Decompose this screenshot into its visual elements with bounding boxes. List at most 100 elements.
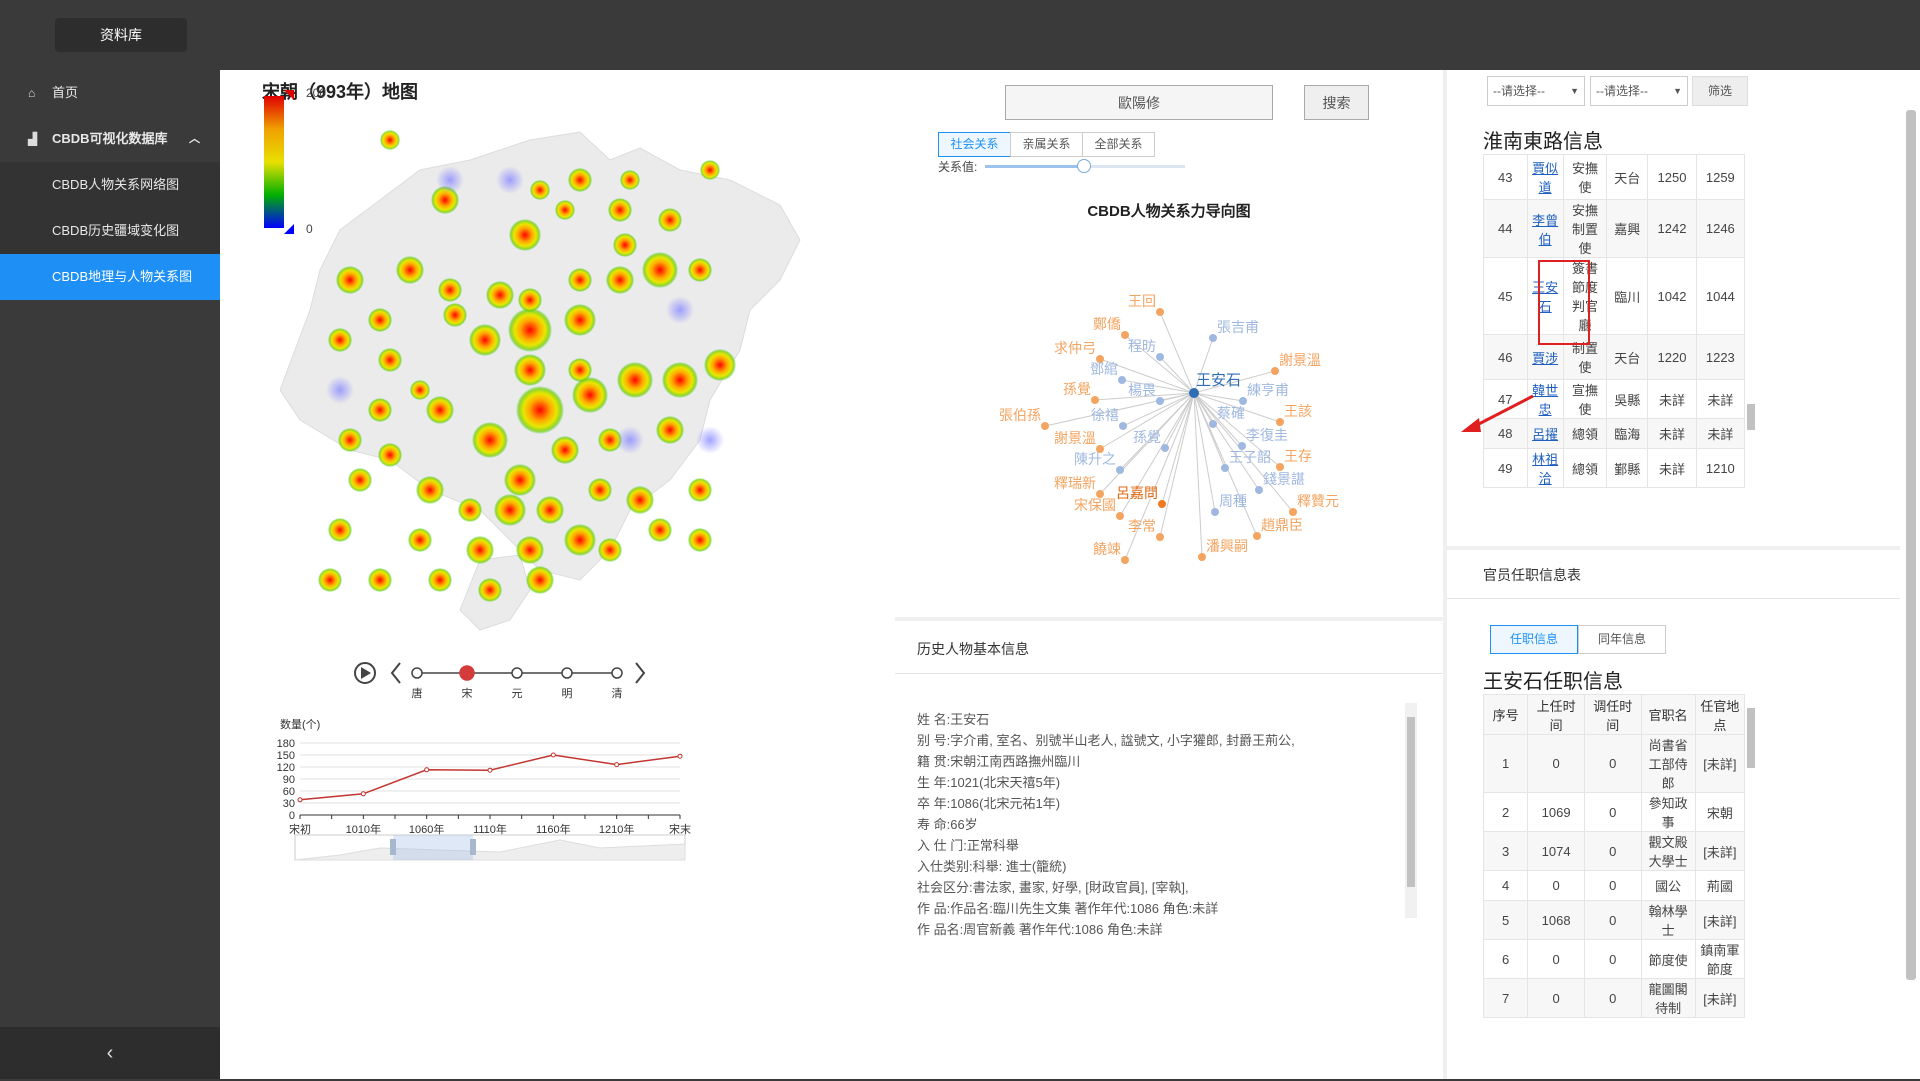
- nav-item-network[interactable]: CBDB人物关系网络图: [0, 162, 220, 208]
- era-dot[interactable]: [561, 667, 573, 679]
- person-node[interactable]: [1161, 444, 1169, 452]
- column-header[interactable]: 序号: [1483, 694, 1529, 735]
- prev-era-icon[interactable]: [390, 662, 401, 684]
- table-row[interactable]: 2 1069 0 參知政事 宋朝: [1483, 792, 1745, 832]
- filter-button[interactable]: 筛选: [1692, 76, 1748, 106]
- nav-item-geography[interactable]: CBDB地理与人物关系图: [0, 254, 220, 300]
- person-link[interactable]: 李曾伯: [1532, 212, 1559, 247]
- person-node[interactable]: [1156, 397, 1164, 405]
- person-link[interactable]: 賈似道: [1532, 161, 1559, 195]
- tab-social[interactable]: 社会关系: [938, 132, 1011, 157]
- heatmap-map[interactable]: [280, 110, 880, 670]
- office-scrollbar[interactable]: [1745, 694, 1757, 1074]
- data-point[interactable]: [360, 791, 366, 797]
- page-scrollbar[interactable]: [1900, 70, 1920, 1079]
- person-node[interactable]: [1096, 490, 1104, 498]
- center-node[interactable]: [1189, 388, 1199, 398]
- next-era-icon[interactable]: [635, 662, 646, 684]
- nav-home[interactable]: ⌂ 首页: [0, 70, 220, 116]
- data-point[interactable]: [487, 767, 493, 773]
- person-node[interactable]: [1253, 532, 1261, 540]
- table-row[interactable]: 6 0 0 節度使 鎮南軍節度: [1483, 939, 1745, 979]
- person-node[interactable]: [1239, 397, 1247, 405]
- table-row[interactable]: 1 0 0 尚書省工部侍郎 [未詳]: [1483, 734, 1745, 793]
- table-row[interactable]: 4 0 0 國公 荊國: [1483, 870, 1745, 901]
- era-dot[interactable]: [411, 667, 423, 679]
- person-node[interactable]: [1211, 508, 1219, 516]
- filter-select-2[interactable]: --请选择-- ▼: [1590, 76, 1688, 106]
- table-row[interactable]: 45 王安石 簽書節度判官廳 臨川 1042 1044: [1483, 257, 1745, 335]
- person-node[interactable]: [1096, 445, 1104, 453]
- brand-button[interactable]: 资料库: [55, 18, 187, 52]
- person-node[interactable]: [1041, 422, 1049, 430]
- nav-item-territory[interactable]: CBDB历史疆域变化图: [0, 208, 220, 254]
- data-point[interactable]: [424, 767, 430, 773]
- data-point[interactable]: [550, 752, 556, 758]
- data-zoom-handle[interactable]: [470, 839, 476, 855]
- legend-handle-bottom[interactable]: [284, 224, 294, 234]
- person-link[interactable]: 林祖洽: [1532, 452, 1559, 486]
- table-row[interactable]: 7 0 0 龍圖閣待制 [未詳]: [1483, 978, 1745, 1018]
- tab-all[interactable]: 全部关系: [1082, 132, 1155, 157]
- person-node[interactable]: [1116, 512, 1124, 520]
- person-node[interactable]: [1255, 486, 1263, 494]
- table-row[interactable]: 5 1068 0 翰林學士 [未詳]: [1483, 900, 1745, 940]
- era-dot[interactable]: [611, 667, 623, 679]
- data-zoom-window[interactable]: [393, 835, 473, 860]
- person-node[interactable]: [1156, 353, 1164, 361]
- person-node[interactable]: [1276, 463, 1284, 471]
- person-node[interactable]: [1158, 500, 1166, 508]
- person-link[interactable]: 呂擢: [1532, 427, 1559, 442]
- tab-office-info[interactable]: 任职信息: [1490, 625, 1578, 654]
- person-node[interactable]: [1119, 422, 1127, 430]
- column-header[interactable]: 任官地点: [1694, 694, 1745, 735]
- play-icon[interactable]: [354, 662, 376, 684]
- data-point[interactable]: [677, 753, 683, 759]
- person-node[interactable]: [1238, 442, 1246, 450]
- era-dot[interactable]: [511, 667, 523, 679]
- era-timeline[interactable]: 唐宋元明清: [350, 655, 650, 705]
- table-row[interactable]: 3 1074 0 觀文殿大學士 [未詳]: [1483, 831, 1745, 871]
- person-search-input[interactable]: 歐陽修: [1005, 85, 1273, 120]
- person-node[interactable]: [1156, 533, 1164, 541]
- relation-slider-handle[interactable]: [1077, 159, 1091, 173]
- person-node[interactable]: [1118, 376, 1126, 384]
- tab-same-year[interactable]: 同年信息: [1578, 625, 1666, 654]
- person-node[interactable]: [1271, 367, 1279, 375]
- person-node[interactable]: [1198, 553, 1206, 561]
- person-node[interactable]: [1121, 331, 1129, 339]
- collapse-sidebar-button[interactable]: ‹: [0, 1027, 220, 1079]
- person-link[interactable]: 賈涉: [1532, 350, 1559, 366]
- person-node[interactable]: [1209, 334, 1217, 342]
- person-node[interactable]: [1121, 556, 1129, 564]
- table-row[interactable]: 46 賈涉 制置使 天台 1220 1223: [1483, 334, 1745, 380]
- info-scrollbar[interactable]: [1405, 703, 1417, 918]
- table-row[interactable]: 43 賈似道 安撫使 天台 1250 1259: [1483, 154, 1745, 200]
- table-row[interactable]: 44 李曾伯 安撫制置使 嘉興 1242 1246: [1483, 199, 1745, 258]
- tab-kinship[interactable]: 亲属关系: [1010, 132, 1083, 157]
- person-node[interactable]: [1221, 464, 1229, 472]
- person-node[interactable]: [1276, 418, 1284, 426]
- person-node[interactable]: [1096, 355, 1104, 363]
- data-point[interactable]: [297, 797, 303, 803]
- data-point[interactable]: [614, 762, 620, 768]
- person-node[interactable]: [1116, 466, 1124, 474]
- data-zoom-handle[interactable]: [390, 839, 396, 855]
- region-scrollbar[interactable]: [1745, 154, 1757, 502]
- person-node[interactable]: [1289, 508, 1297, 516]
- heat-legend[interactable]: [264, 96, 284, 228]
- search-button[interactable]: 搜索: [1304, 85, 1369, 120]
- person-link[interactable]: 韓世忠: [1532, 383, 1559, 417]
- column-header[interactable]: 上任时间: [1527, 694, 1585, 735]
- column-header[interactable]: 官职名: [1640, 694, 1696, 735]
- legend-handle-top[interactable]: [284, 90, 294, 100]
- filter-select-1[interactable]: --请选择-- ▼: [1487, 76, 1585, 106]
- person-node[interactable]: [1209, 420, 1217, 428]
- person-node[interactable]: [1091, 396, 1099, 404]
- person-node[interactable]: [1156, 308, 1164, 316]
- nav-group-cbdb[interactable]: ▟ CBDB可视化数据库 ︿: [0, 116, 220, 162]
- table-row[interactable]: 48 呂擢 總領 臨海 未詳 未詳: [1483, 418, 1745, 449]
- table-row[interactable]: 49 林祖洽 總領 鄞縣 未詳 1210: [1483, 448, 1745, 488]
